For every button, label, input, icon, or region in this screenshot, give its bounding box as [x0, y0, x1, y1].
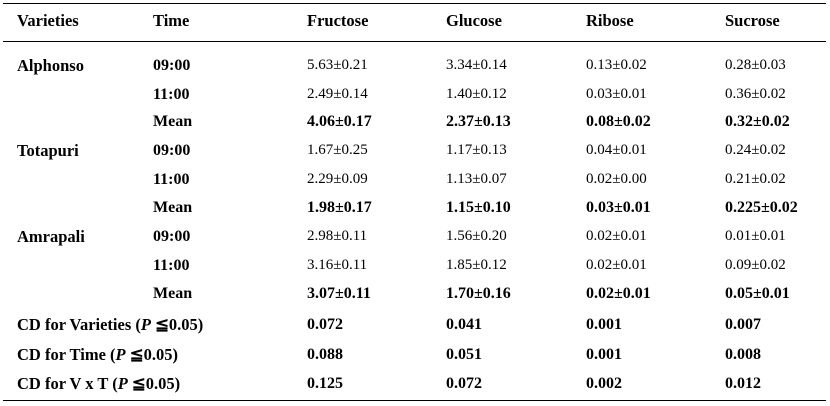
cd-fructose: 0.125	[307, 375, 343, 392]
cd-ribose: 0.001	[586, 346, 622, 363]
glucose-mean: 1.15±0.10	[446, 199, 511, 216]
sucrose-value: 0.36±0.02	[725, 86, 786, 102]
ribose-value: 0.03±0.01	[586, 86, 647, 102]
time-label: 11:00	[153, 257, 190, 274]
header-ribose: Ribose	[586, 11, 634, 30]
header-varieties: Varieties	[17, 11, 79, 30]
cd-glucose: 0.072	[446, 375, 482, 392]
sucrose-value: 0.21±0.02	[725, 171, 786, 187]
fructose-value: 1.67±0.25	[307, 142, 368, 158]
sucrose-mean: 0.225±0.02	[725, 199, 798, 216]
glucose-value: 1.85±0.12	[446, 257, 507, 273]
glucose-mean: 2.37±0.13	[446, 113, 511, 130]
glucose-value: 3.34±0.14	[446, 57, 507, 73]
ribose-value: 0.02±0.01	[586, 257, 647, 273]
variety-label: Alphonso	[17, 56, 84, 75]
header-time: Time	[153, 11, 190, 30]
cd-sucrose: 0.012	[725, 375, 761, 392]
header-fructose: Fructose	[307, 11, 369, 30]
cd-fructose: 0.072	[307, 316, 343, 333]
ribose-value: 0.02±0.01	[586, 228, 647, 244]
fructose-value: 2.29±0.09	[307, 171, 368, 187]
header-glucose: Glucose	[446, 11, 502, 30]
fructose-value: 2.49±0.14	[307, 86, 368, 102]
fructose-mean: 1.98±0.17	[307, 199, 372, 216]
fructose-mean: 4.06±0.17	[307, 113, 372, 130]
time-label: 11:00	[153, 171, 190, 188]
cd-varieties-label: CD for Varieties (P ≦0.05)	[17, 315, 204, 334]
time-label: 11:00	[153, 86, 190, 103]
cd-time-label: CD for Time (P ≦0.05)	[17, 345, 178, 364]
cd-vxt-label: CD for V x T (P ≦0.05)	[17, 374, 181, 393]
variety-label: Totapuri	[17, 141, 79, 160]
mean-label: Mean	[153, 113, 193, 130]
time-label: 09:00	[153, 57, 191, 74]
sucrose-value: 0.24±0.02	[725, 142, 786, 158]
glucose-mean: 1.70±0.16	[446, 285, 511, 302]
bottom-rule	[3, 400, 826, 401]
header-rule	[3, 41, 826, 42]
cd-glucose: 0.041	[446, 316, 482, 333]
cd-sucrose: 0.008	[725, 346, 761, 363]
sucrose-mean: 0.32±0.02	[725, 113, 790, 130]
ribose-value: 0.13±0.02	[586, 57, 647, 73]
ribose-value: 0.04±0.01	[586, 142, 647, 158]
cd-ribose: 0.002	[586, 375, 622, 392]
cd-glucose: 0.051	[446, 346, 482, 363]
mean-label: Mean	[153, 285, 193, 302]
ribose-mean: 0.03±0.01	[586, 199, 651, 216]
time-label: 09:00	[153, 228, 191, 245]
mean-label: Mean	[153, 199, 193, 216]
time-label: 09:00	[153, 142, 191, 159]
ribose-value: 0.02±0.00	[586, 171, 647, 187]
sucrose-value: 0.28±0.03	[725, 57, 786, 73]
ribose-mean: 0.08±0.02	[586, 113, 651, 130]
cd-fructose: 0.088	[307, 346, 343, 363]
fructose-value: 2.98±0.11	[307, 228, 368, 244]
sucrose-mean: 0.05±0.01	[725, 285, 790, 302]
header-sucrose: Sucrose	[725, 11, 780, 30]
cd-ribose: 0.001	[586, 316, 622, 333]
variety-label: Amrapali	[17, 227, 85, 246]
glucose-value: 1.56±0.20	[446, 228, 507, 244]
ribose-mean: 0.02±0.01	[586, 285, 651, 302]
glucose-value: 1.17±0.13	[446, 142, 507, 158]
top-rule	[3, 3, 826, 4]
glucose-value: 1.40±0.12	[446, 86, 507, 102]
sucrose-value: 0.09±0.02	[725, 257, 786, 273]
fructose-mean: 3.07±0.11	[307, 285, 371, 302]
glucose-value: 1.13±0.07	[446, 171, 507, 187]
sucrose-value: 0.01±0.01	[725, 228, 786, 244]
fructose-value: 3.16±0.11	[307, 257, 368, 273]
cd-sucrose: 0.007	[725, 316, 761, 333]
fructose-value: 5.63±0.21	[307, 57, 368, 73]
